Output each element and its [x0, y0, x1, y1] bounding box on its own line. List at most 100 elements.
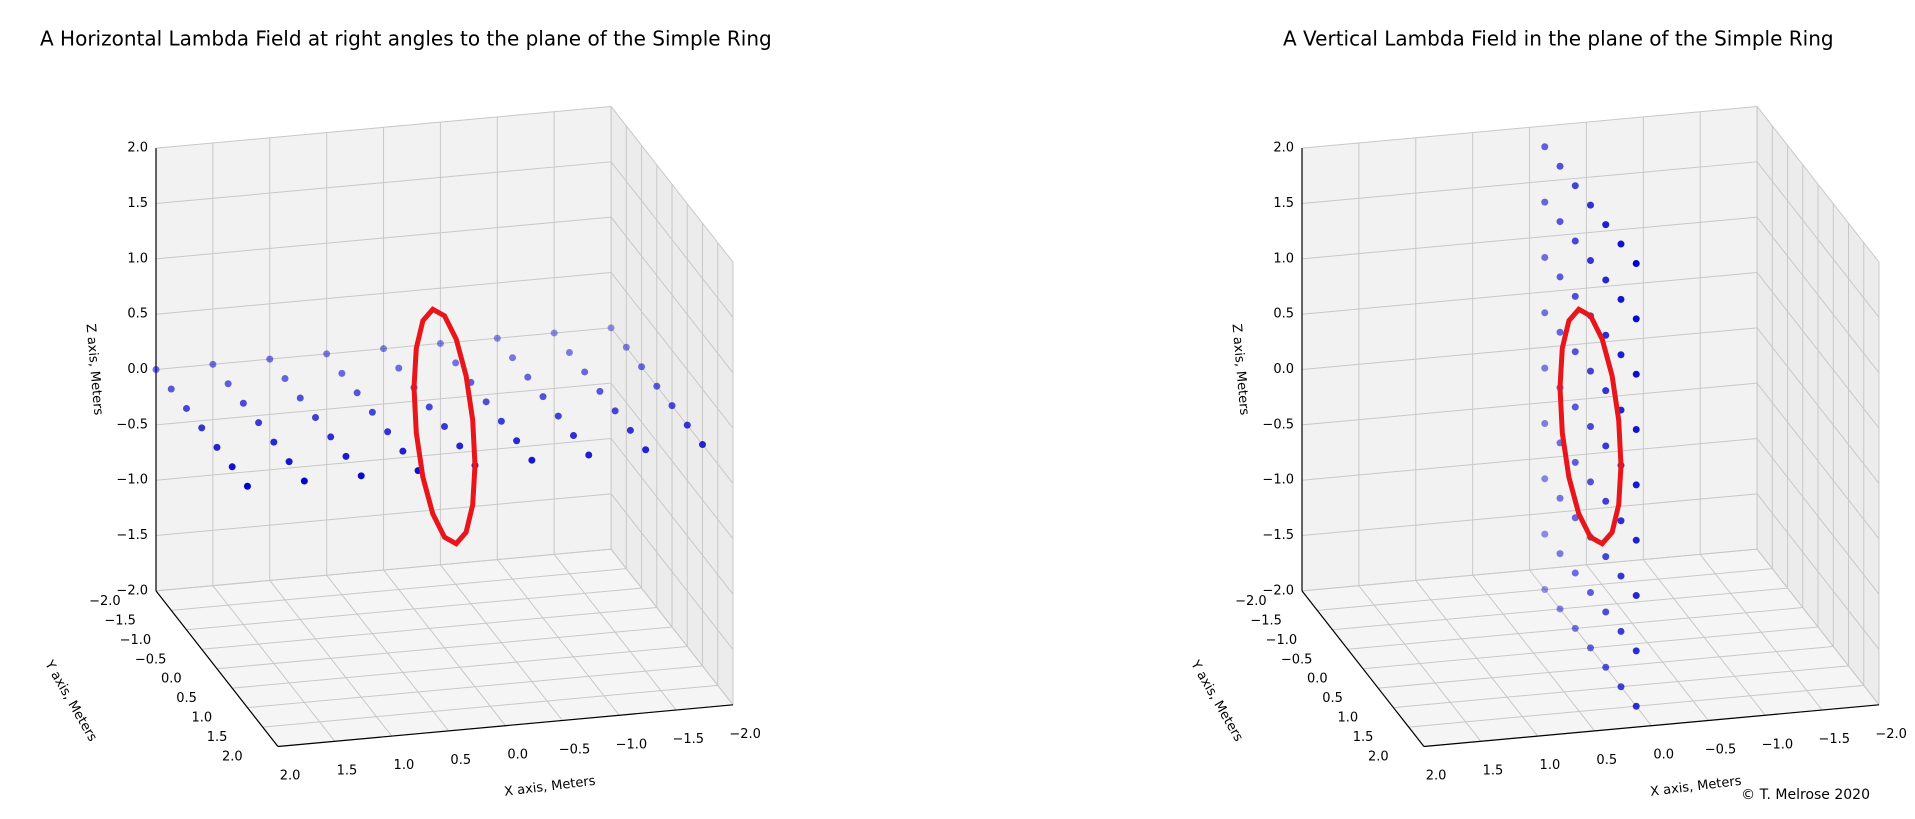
field-point [1541, 419, 1549, 427]
grid-line [610, 548, 734, 706]
copyright: © T. Melrose 2020 [1741, 787, 1870, 803]
z-axis-label: Z axis, Meters [83, 323, 106, 416]
field-point [1587, 201, 1594, 209]
field-point [482, 398, 490, 406]
grid-line [1756, 106, 1880, 263]
field-point [441, 423, 448, 430]
grid-line [1756, 382, 1880, 540]
field-point [642, 446, 650, 454]
x-tick-label: −1.5 [1819, 732, 1851, 747]
field-point [607, 324, 615, 332]
x-tick-label: 2.0 [1426, 769, 1447, 784]
field-point [1541, 364, 1549, 372]
field-point [570, 432, 578, 440]
field-point [152, 366, 160, 374]
grid-line [155, 271, 612, 315]
x-tick-label: 1.5 [1483, 763, 1504, 778]
x-tick-label: −1.5 [673, 732, 705, 747]
grid-line [1301, 216, 1758, 260]
grid-line [1301, 105, 1758, 149]
grid-line [155, 438, 612, 481]
grid-line [155, 327, 612, 371]
grid-line [155, 382, 612, 426]
x-axis-line [277, 704, 734, 748]
z-tick-label: 1.5 [127, 196, 148, 211]
field-point [1602, 553, 1610, 561]
grid-line [247, 665, 703, 709]
z-tick-label: 2.0 [1273, 141, 1294, 156]
field-point [1571, 403, 1579, 411]
chart-title: A Horizontal Lambda Field at right angle… [40, 27, 772, 51]
field-point [327, 433, 335, 441]
field-point [1632, 592, 1640, 600]
z-tick-label: −1.0 [116, 473, 148, 488]
field-point [228, 463, 236, 471]
field-point [1571, 348, 1579, 356]
field-point [1602, 497, 1610, 505]
x-tick-label: 2.0 [280, 769, 301, 784]
x-tick-label: −0.5 [1705, 743, 1737, 758]
grid-line [610, 382, 734, 540]
x-tick-label: 0.5 [1596, 753, 1617, 768]
field-point [436, 339, 444, 347]
field-point [1587, 367, 1594, 375]
field-point [1541, 143, 1549, 151]
field-point [550, 329, 558, 337]
x-tick-label: 1.0 [1540, 758, 1561, 773]
z-tick-label: −1.5 [116, 528, 148, 543]
z-tick-label: 1.0 [1273, 251, 1294, 266]
field-point [342, 452, 350, 460]
field-point [585, 451, 593, 459]
field-point [353, 389, 361, 397]
field-point [1541, 198, 1549, 206]
field-point [596, 387, 604, 395]
x-axis-label: X axis, Meters [1649, 774, 1742, 800]
y-tick-label: −1.5 [104, 613, 136, 628]
y-tick-label: −0.5 [1281, 652, 1313, 667]
grid-line [1756, 272, 1880, 429]
grid-line [1301, 161, 1758, 205]
grid-line [201, 607, 657, 650]
y-axis-label: Y axis, Meters [41, 657, 100, 744]
field-point [1587, 589, 1594, 597]
field-point [554, 412, 562, 420]
field-point [1556, 605, 1564, 613]
y-tick-label: 0.5 [176, 691, 197, 706]
y-tick-label: 0.0 [161, 672, 182, 687]
field-point [1617, 627, 1625, 635]
grid-line [155, 161, 612, 205]
field-point [1602, 387, 1610, 395]
field-point [1632, 536, 1640, 544]
field-point [266, 355, 274, 363]
grid-line [610, 493, 734, 650]
z-tick-label: −2.0 [116, 583, 148, 598]
field-point [357, 472, 365, 480]
grid-line [1332, 587, 1788, 631]
z-tick-label: −2.0 [1262, 583, 1294, 598]
y-tick-label: 1.0 [1337, 711, 1358, 726]
field-point [255, 419, 263, 427]
grid-line [610, 106, 734, 263]
x-tick-label: −1.0 [616, 737, 648, 752]
z-tick-label: −1.0 [1262, 473, 1294, 488]
x-tick-label: −2.0 [729, 727, 761, 742]
x-tick-label: 1.0 [394, 758, 415, 773]
field-point [1541, 309, 1549, 317]
field-point [1602, 608, 1610, 616]
grid-line [1756, 216, 1880, 374]
y-axis-label: Y axis, Meters [1187, 657, 1246, 744]
grid-line [1301, 271, 1758, 315]
field-point [1602, 663, 1610, 671]
field-point [456, 442, 464, 450]
field-point [300, 477, 308, 485]
y-tick-label: 2.0 [1368, 750, 1389, 765]
grid-line [171, 568, 627, 611]
grid-line [186, 587, 642, 631]
x-tick-label: −0.5 [559, 743, 591, 758]
grid-line [155, 105, 612, 149]
field-point [611, 407, 619, 415]
y-tick-label: −2.0 [1235, 594, 1267, 609]
z-tick-label: −0.5 [1262, 417, 1294, 432]
z-tick-label: −1.5 [1262, 528, 1294, 543]
field-point [209, 360, 217, 368]
